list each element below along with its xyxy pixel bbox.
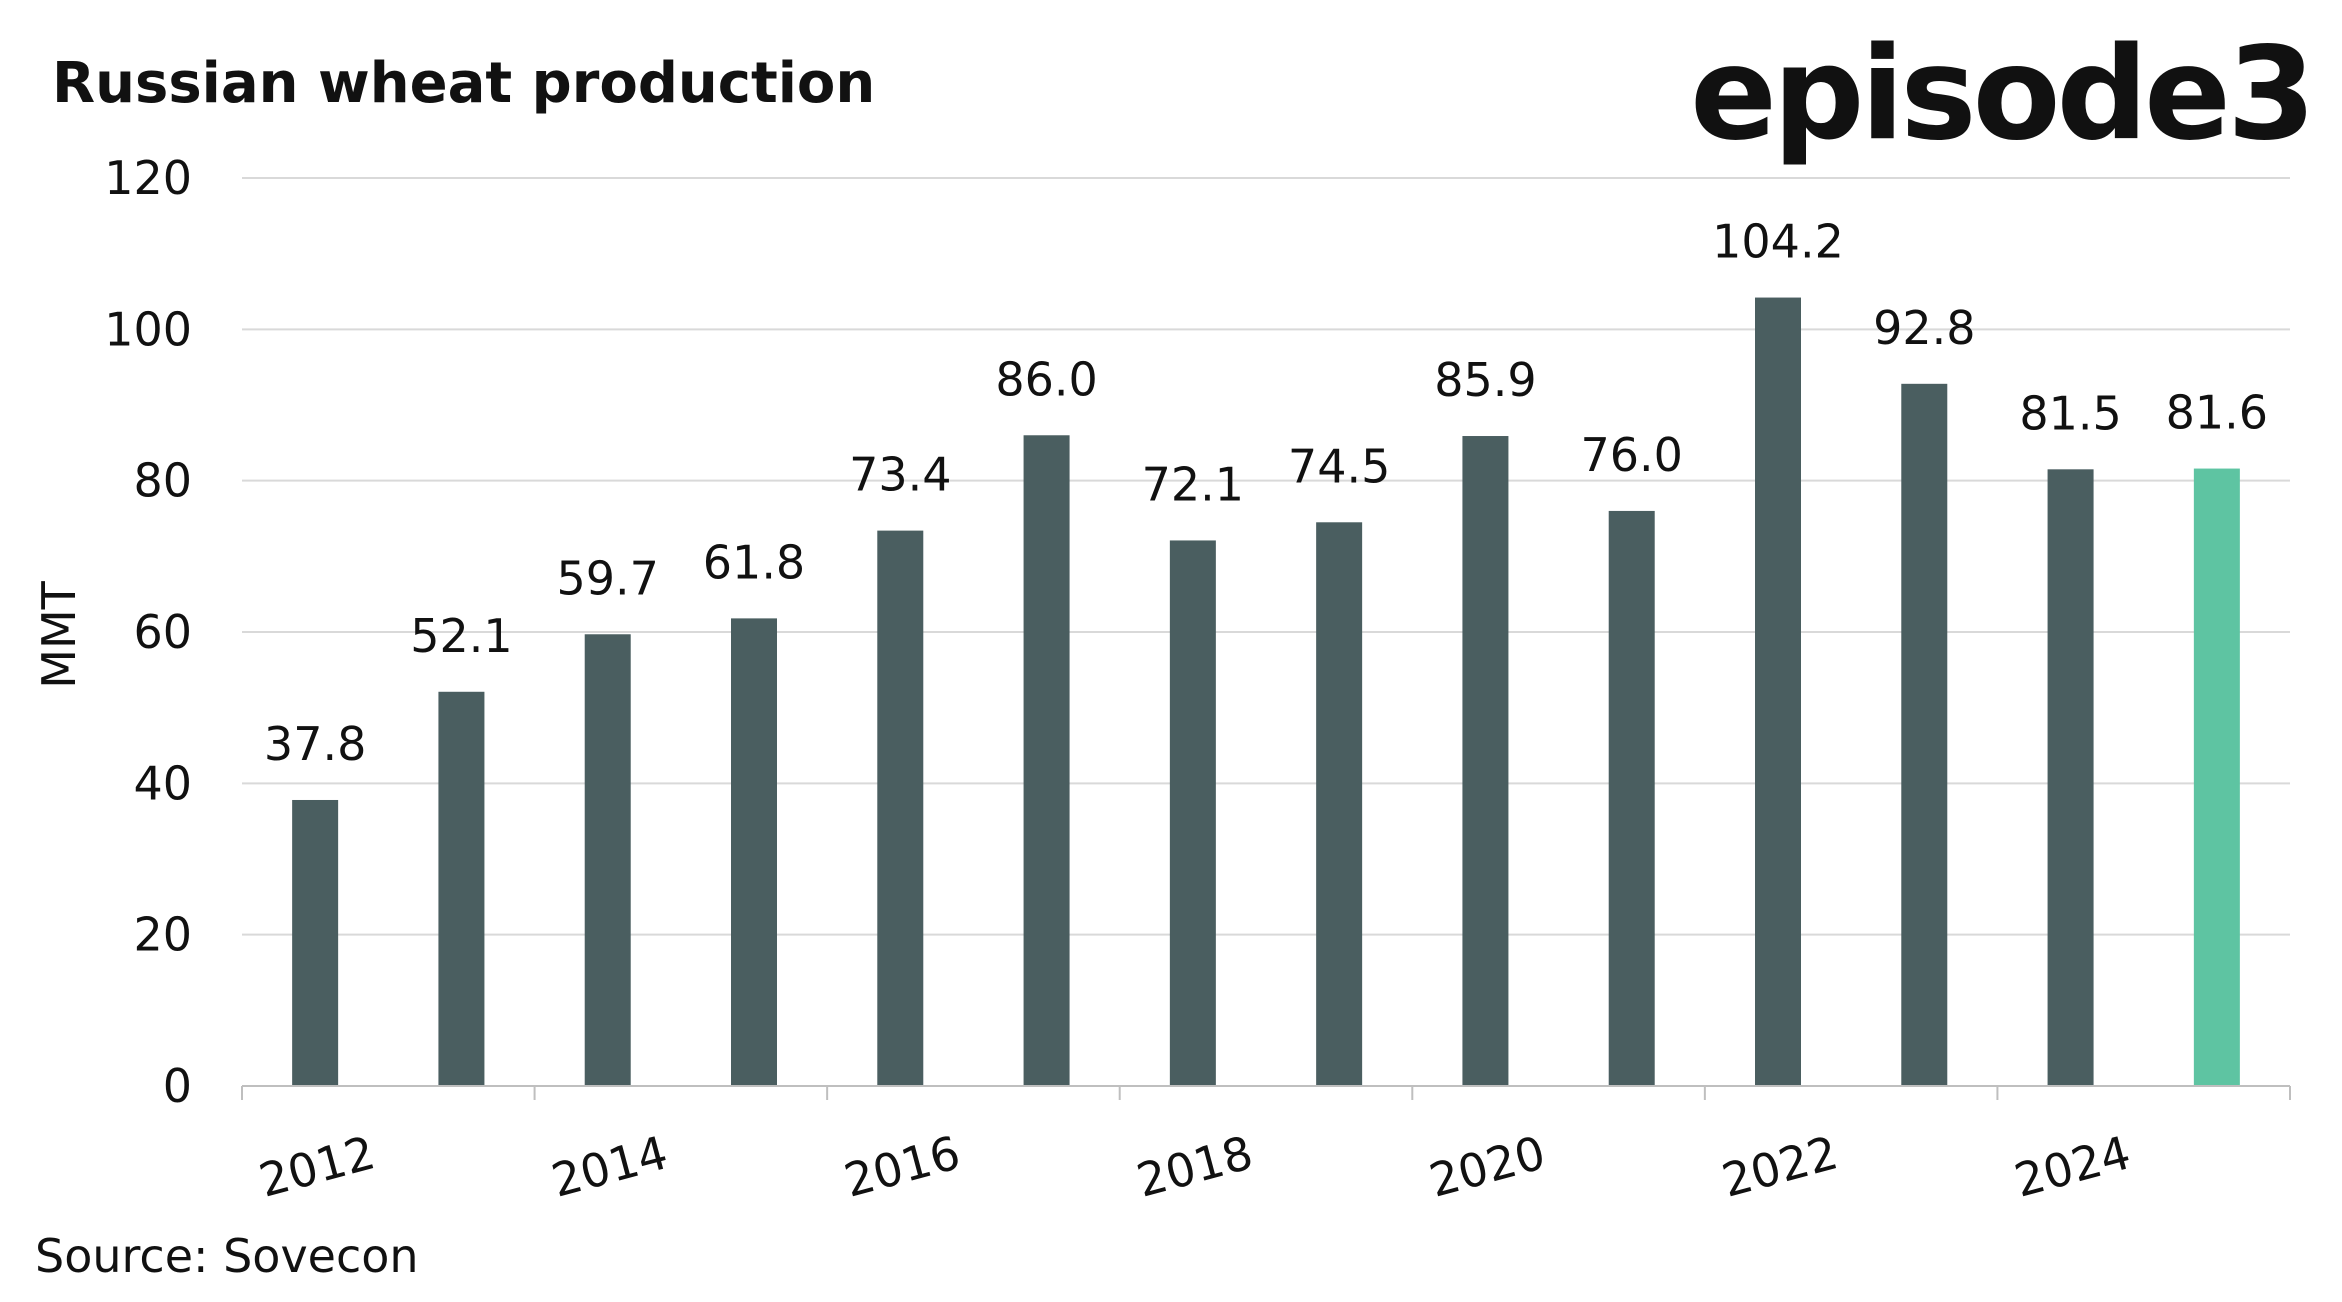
y-tick-label: 40 [133, 756, 192, 810]
bar-value-label: 61.8 [703, 535, 805, 589]
bar-2025 [2193, 468, 2240, 1086]
x-tick-label: 2020 [1424, 1125, 1551, 1207]
bar-value-label: 59.7 [557, 551, 659, 605]
x-axis-ticks: 2012 2014 2016 2018 2020 2022 2024 [241, 1086, 2291, 1208]
y-tick-label: 80 [133, 454, 192, 508]
bar-2020 [1462, 436, 1509, 1087]
y-tick-label: 20 [133, 908, 192, 962]
bar-value-label: 74.5 [1288, 439, 1390, 493]
y-axis-ticks: 0 20 40 60 80 100 120 [104, 151, 192, 1113]
grid-lines [242, 177, 2290, 936]
bar-2022 [1755, 297, 1801, 1086]
bar-value-label: 81.6 [2166, 386, 2268, 440]
chart-title: Russian wheat production [52, 51, 875, 116]
bar-2021 [1608, 510, 1655, 1086]
bar-2023 [1901, 383, 1948, 1086]
bar-value-label: 72.1 [1142, 457, 1244, 511]
bar-value-label: 86.0 [995, 352, 1097, 406]
bar-value-label: 85.9 [1434, 353, 1536, 407]
bar-value-label: 73.4 [849, 448, 951, 502]
bar-value-label: 81.5 [2019, 386, 2121, 440]
bar-2013 [438, 691, 485, 1086]
source-note: Source: Sovecon [35, 1229, 419, 1283]
y-tick-label: 100 [104, 302, 192, 356]
y-tick-label: 0 [163, 1059, 192, 1113]
bars [292, 297, 2240, 1087]
y-tick-label: 120 [104, 151, 192, 205]
bar-2016 [877, 530, 924, 1086]
x-tick-label: 2014 [546, 1125, 673, 1207]
x-tick-label: 2024 [2009, 1125, 2136, 1207]
x-tick-label: 2012 [253, 1125, 380, 1207]
bar-2015 [731, 618, 777, 1086]
bar-2019 [1316, 522, 1363, 1086]
bar-value-labels: 37.8 52.1 59.7 61.8 73.4 86.0 72.1 74.5 85.9 76.0… [264, 215, 2268, 771]
x-tick-label: 2022 [1716, 1125, 1843, 1207]
x-tick-label: 2018 [1131, 1125, 1258, 1207]
bar-2012 [292, 799, 339, 1086]
bar-value-label: 92.8 [1873, 301, 1975, 355]
y-axis-label: MMT [32, 580, 86, 688]
y-tick-label: 60 [133, 605, 192, 659]
bar-2024 [2047, 469, 2094, 1087]
bar-2018 [1169, 540, 1216, 1086]
brand-logo: episode3 [1690, 20, 2312, 169]
x-tick-label: 2016 [839, 1125, 966, 1207]
bar-value-label: 76.0 [1581, 428, 1683, 482]
bar-value-label: 104.2 [1712, 215, 1844, 269]
bar-2014 [584, 634, 631, 1086]
bar-value-label: 52.1 [410, 609, 512, 663]
bar-2017 [1023, 435, 1070, 1086]
bar-value-label: 37.8 [264, 717, 366, 771]
